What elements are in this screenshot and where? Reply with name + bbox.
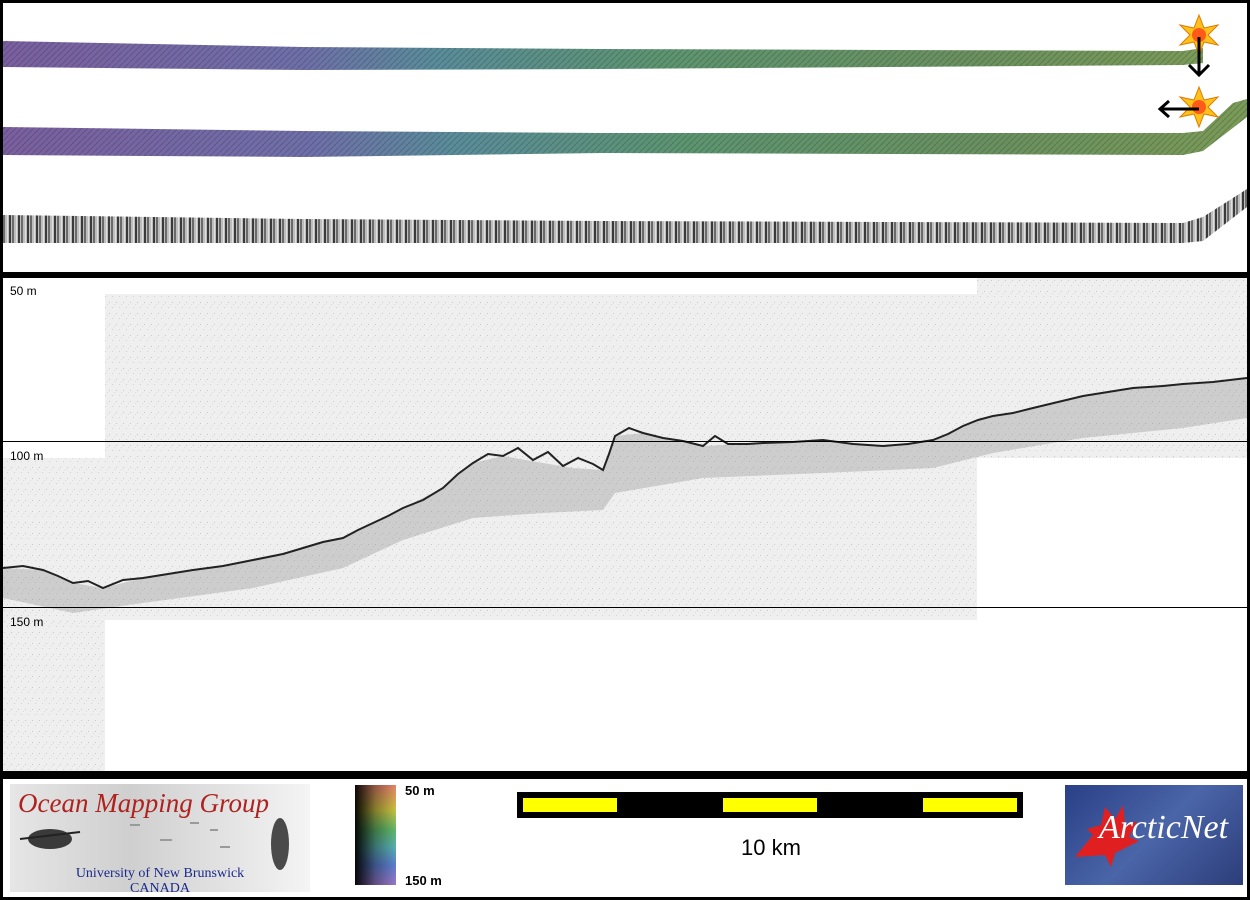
seabed-reflection-shadow — [3, 378, 1247, 613]
depth-label-100: 100 m — [10, 449, 44, 463]
profile-data-region — [977, 278, 1247, 458]
scale-bar — [517, 792, 1023, 818]
sidescan-strip — [3, 189, 1247, 243]
arrow-down-icon — [1187, 37, 1211, 78]
omg-country: CANADA — [130, 881, 190, 892]
sun-marker-icon — [1178, 85, 1220, 129]
footer-panel: Ocean Mapping Group University of New Br… — [3, 779, 1247, 897]
seabed-reflector — [3, 377, 1247, 590]
profile-echogram — [3, 278, 1247, 771]
profile-data-region — [105, 294, 977, 620]
scale-bar-segment — [523, 798, 617, 812]
depth-colorbar — [355, 785, 396, 885]
omg-title: Ocean Mapping Group — [18, 788, 269, 818]
depth-gridline — [3, 441, 1247, 442]
swath-panel — [3, 3, 1247, 272]
colorbar-top-label: 50 m — [405, 783, 435, 798]
omg-university: University of New Brunswick — [75, 866, 245, 881]
arrow-left-icon — [1157, 99, 1199, 119]
colorbar-bottom-label: 150 m — [405, 873, 442, 888]
arcticnet-name: ArcticNet — [1099, 809, 1229, 846]
bathymetry-strip-color — [3, 99, 1247, 157]
scale-bar-label: 10 km — [741, 835, 801, 860]
depth-label-50: 50 m — [10, 284, 37, 298]
profile-panel: 50 m 100 m 150 m — [3, 278, 1247, 771]
depth-label-150: 150 m — [10, 615, 44, 629]
ocean-mapping-group-logo: Ocean Mapping Group University of New Br… — [10, 784, 310, 892]
vessel-icon — [19, 818, 289, 870]
swath-strips — [3, 13, 1247, 243]
profile-data-region — [3, 458, 105, 771]
scale-bar-segment — [923, 798, 1017, 812]
depth-gridline — [3, 607, 1247, 608]
scale-bar-segment — [723, 798, 817, 812]
maple-leaf-icon — [1075, 805, 1139, 867]
arcticnet-logo: ArcticNet — [1065, 785, 1243, 885]
bathymetry-strip-shaded — [3, 41, 1203, 70]
